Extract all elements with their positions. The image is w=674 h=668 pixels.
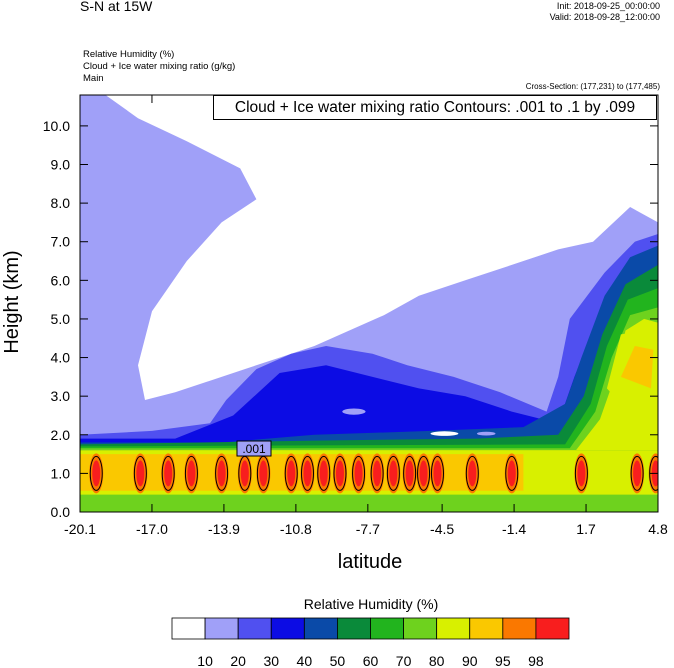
cloud-cell (465, 453, 480, 494)
cloud-cell (332, 453, 347, 494)
colorbar-swatch (502, 617, 537, 640)
cloud-cell (416, 453, 431, 494)
cloud-cell (351, 453, 366, 494)
field-label-main: Main (83, 73, 104, 84)
rh-region (342, 408, 366, 415)
y-tick-label: 4.0 (51, 350, 71, 366)
colorbar-level-label: 40 (297, 653, 313, 668)
colorbar-swatch (535, 617, 570, 640)
rh-region (105, 95, 658, 400)
cloud-cell (89, 453, 104, 494)
y-tick-label: 8.0 (51, 195, 71, 211)
cloud-cell (574, 453, 589, 494)
field-label-cloud-ice: Cloud + Ice water mixing ratio (g/kg) (83, 61, 236, 72)
colorbar-level-label: 70 (396, 653, 412, 668)
y-tick-label: 5.0 (51, 311, 71, 327)
colorbar-swatch (303, 617, 338, 640)
cloud-cell (284, 453, 299, 494)
colorbar-swatch (436, 617, 471, 640)
cloud-cell (402, 453, 417, 494)
colorbar-level-label: 60 (363, 653, 379, 668)
y-tick-label: 10.0 (43, 118, 70, 134)
colorbar-level-label: 98 (528, 653, 544, 668)
rh-region (80, 494, 658, 512)
cloud-cell (370, 453, 385, 494)
cloud-cell (300, 453, 315, 494)
colorbar-swatch (204, 617, 239, 640)
cloud-cell (256, 453, 271, 494)
x-axis-ticks: -20.1 -17.0 -13.9 -10.8 -7.7 -4.5 -1.4 1.7 4.8 (64, 95, 668, 537)
cross-section-label: Cross-Section: (177,231) to (177,485) (525, 82, 660, 91)
x-tick-label: 4.8 (648, 521, 668, 537)
contour-info-box: Cloud + Ice water mixing ratio Contours:… (213, 95, 657, 120)
colorbar-level-label: 30 (263, 653, 279, 668)
colorbar-level-label: 90 (462, 653, 478, 668)
cloud-cell (133, 453, 148, 494)
colorbar: 10 20 30 40 50 60 70 80 90 95 98 (171, 617, 570, 668)
cloud-cell (214, 453, 229, 494)
colorbar-level-label: 20 (230, 653, 246, 668)
y-tick-label: 3.0 (51, 388, 71, 404)
cloud-ice-contours (89, 453, 658, 494)
cloud-cell (161, 453, 176, 494)
y-tick-label: 2.0 (51, 427, 71, 443)
x-tick-label: -7.7 (356, 521, 380, 537)
rh-region (430, 431, 459, 436)
rh-region (620, 346, 654, 389)
x-tick-label: -10.8 (280, 521, 312, 537)
y-axis-label: Height (km) (1, 250, 23, 353)
colorbar-level-label: 50 (330, 653, 346, 668)
rh-region (80, 318, 658, 453)
y-tick-label: 6.0 (51, 272, 71, 288)
cloud-cell (504, 453, 519, 494)
colorbar-swatch (270, 617, 305, 640)
init-time: Init: 2018-09-25_00:00:00 (556, 1, 660, 11)
field-label-rh: Relative Humidity (%) (83, 49, 175, 60)
colorbar-swatch (171, 617, 206, 640)
cloud-cell (386, 453, 401, 494)
x-tick-label: 1.7 (576, 521, 596, 537)
valid-time: Valid: 2018-09-28_12:00:00 (549, 12, 660, 22)
y-tick-label: 1.0 (51, 465, 71, 481)
colorbar-level-label: 80 (429, 653, 445, 668)
x-tick-label: -1.4 (502, 521, 526, 537)
cloud-cell (316, 453, 331, 494)
colorbar-level-label: 95 (495, 653, 511, 668)
x-tick-label: -17.0 (136, 521, 168, 537)
rh-region (476, 431, 496, 436)
y-tick-label: 7.0 (51, 234, 71, 250)
colorbar-swatch (370, 617, 404, 640)
cloud-cell (630, 453, 645, 494)
x-tick-label: -20.1 (64, 521, 96, 537)
y-tick-label: 9.0 (51, 157, 71, 173)
rh-filled-contours (80, 95, 658, 512)
contour-value-label: .001 (236, 440, 272, 457)
x-tick-label: -4.5 (430, 521, 454, 537)
y-axis-ticks: 0.0 1.0 2.0 3.0 4.0 5.0 6.0 7.0 8.0 9.0 10.0 (43, 118, 658, 520)
y-tick-label: 0.0 (51, 504, 71, 520)
cloud-cell (237, 453, 252, 494)
x-axis-label: latitude (338, 551, 403, 573)
colorbar-swatch (237, 617, 272, 640)
colorbar-swatch (337, 617, 371, 640)
colorbar-level-label: 10 (197, 653, 213, 668)
svg-text:.001: .001 (242, 442, 266, 456)
colorbar-swatch (469, 617, 504, 640)
colorbar-title: Relative Humidity (%) (303, 596, 439, 612)
cloud-cell (184, 453, 199, 494)
x-tick-label: -13.9 (208, 521, 240, 537)
plot-title: S-N at 15W (80, 0, 153, 14)
cloud-cell (430, 453, 445, 494)
colorbar-swatch (403, 617, 438, 640)
